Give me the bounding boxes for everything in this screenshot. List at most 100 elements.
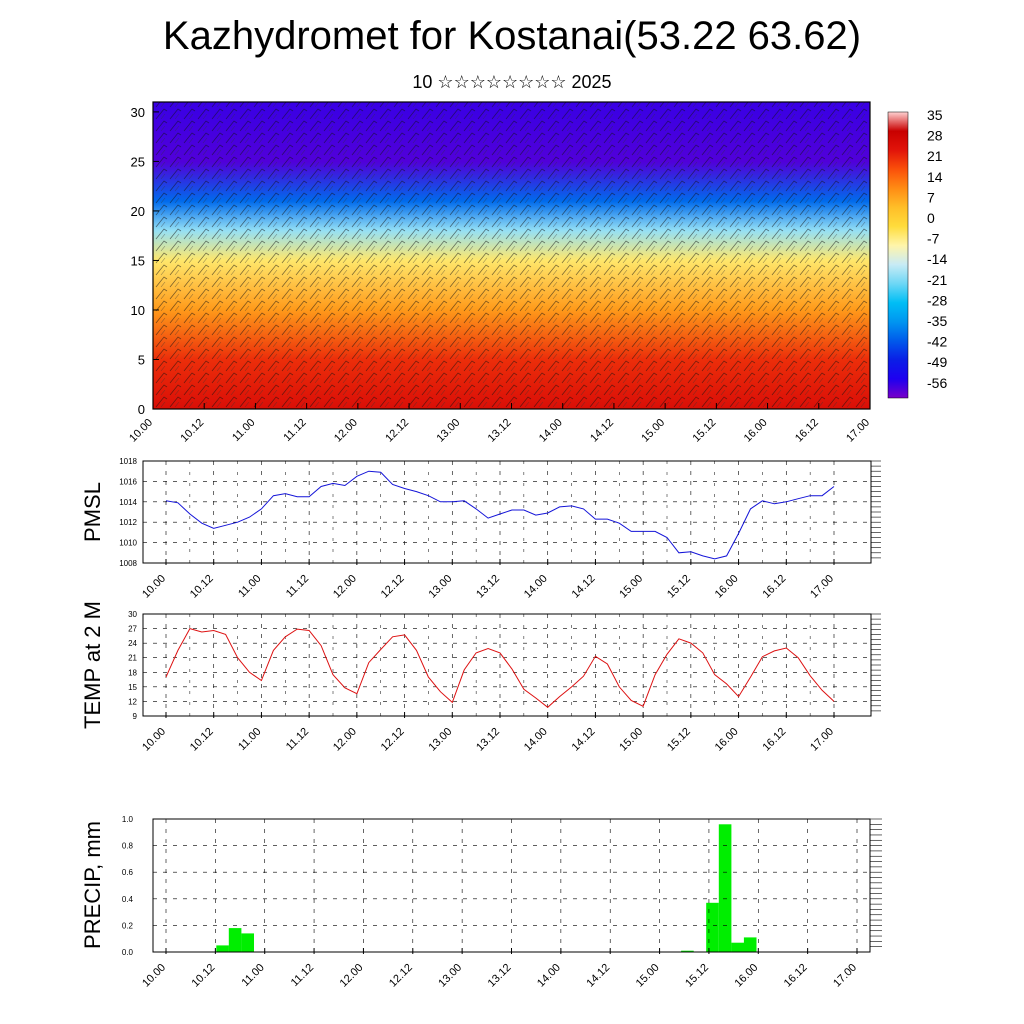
temp-x-tick-label: 11.12: [284, 726, 311, 753]
temp-y-tick-label: 18: [128, 668, 137, 677]
chart-subtitle: 10 ☆☆☆☆☆☆☆☆ 2025: [412, 72, 612, 92]
heatmap-x-tick-label: 11.00: [230, 417, 257, 444]
precip-bar: [718, 824, 732, 952]
pmsl-x-tick-label: 12.00: [331, 573, 359, 601]
pmsl-x-axis: 10.00 10.12 11.00 11.12 12.00 12.12 13.00 13.12…: [140, 559, 836, 601]
temp-x-tick-label: 15.12: [665, 726, 693, 754]
heatmap-x-tick-label: 14.00: [537, 417, 565, 445]
temp-x-tick-label: 14.12: [570, 726, 598, 754]
precip-y-tick-label: 0.8: [122, 842, 134, 851]
precip-x-tick-label: 12.12: [387, 962, 415, 990]
temp-grid: [143, 613, 881, 717]
temp-x-tick-label: 16.12: [760, 726, 788, 754]
precip-x-tick-label: 15.00: [634, 962, 662, 990]
pmsl-x-tick-label: 16.00: [713, 573, 741, 601]
pmsl-x-tick-label: 10.00: [140, 573, 168, 601]
colorbar-label: 28: [927, 128, 943, 144]
precip-x-tick-label: 12.00: [338, 962, 366, 990]
temp-x-tick-label: 13.12: [474, 726, 502, 754]
temp-y-tick-label: 12: [128, 697, 137, 706]
precip-y-tick-label: 0.0: [122, 948, 134, 957]
temp-series-line: [165, 628, 835, 708]
pmsl-y-tick-label: 1008: [119, 559, 137, 568]
heatmap-y-tick-label: 5: [138, 352, 145, 367]
precip-y-tick-label: 0.4: [122, 895, 134, 904]
precip-y-tick-label: 1.0: [122, 815, 134, 824]
temp-panel: 9 12 15 18 21 24 27 30 10.00 10.12 11.00 11.12 12.0…: [80, 601, 881, 754]
colorbar-label: -28: [927, 292, 947, 308]
precip-y-tick-label: 0.2: [122, 921, 134, 930]
colorbar-label: 14: [927, 169, 943, 185]
precip-x-tick-label: 16.12: [782, 962, 810, 990]
precip-bar: [241, 933, 254, 952]
heatmap-x-tick-label: 15.12: [691, 417, 719, 445]
pmsl-x-tick-label: 13.00: [426, 573, 454, 601]
heatmap-x-tick-label: 14.12: [588, 417, 616, 445]
pmsl-y-tick-label: 1012: [119, 518, 137, 527]
precip-x-tick-label: 10.12: [190, 962, 218, 990]
precip-x-tick-label: 16.00: [732, 962, 760, 990]
precip-x-axis: 10.00 10.12 11.00 11.12 12.00 12.12 13.00 13.12…: [140, 948, 859, 990]
heatmap-x-tick-label: 15.00: [639, 417, 667, 445]
temp-y-tick-label: 27: [128, 625, 137, 634]
heatmap-x-tick-label: 16.00: [742, 417, 770, 445]
precip-bar: [681, 950, 694, 952]
colorbar-label: -14: [927, 251, 947, 267]
precip-grid: [153, 818, 882, 953]
precip-bar: [228, 928, 242, 952]
temp-x-tick-label: 12.12: [379, 726, 407, 754]
colorbar-label: -49: [927, 354, 947, 370]
colorbar-label: 35: [927, 107, 943, 123]
heatmap-y-tick-label: 20: [131, 204, 145, 219]
temp-x-tick-label: 13.00: [426, 726, 454, 754]
temp-y-tick-label: 9: [133, 712, 138, 721]
temp-y-axis: 9 12 15 18 21 24 27 30: [128, 610, 137, 721]
precip-x-tick-label: 14.12: [584, 962, 612, 990]
pmsl-grid: [143, 460, 881, 564]
temp-y-tick-label: 21: [128, 654, 137, 663]
heatmap-x-tick-label: 12.12: [383, 417, 411, 445]
colorbar-labels: 35 28 21 14 7 0 -7 -14 -21 -28 -35 -42 -49 -56: [927, 107, 947, 391]
pmsl-x-tick-label: 11.12: [284, 573, 311, 600]
colorbar-scale: [887, 111, 909, 399]
pmsl-y-axis: 1008 1010 1012 1014 1016 1018: [119, 457, 137, 568]
heatmap-x-tick-label: 11.12: [281, 417, 308, 444]
colorbar-label: -7: [927, 231, 940, 247]
colorbar-label: 0: [927, 210, 935, 226]
colorbar-label: 21: [927, 148, 943, 164]
precip-x-tick-label: 17.00: [831, 962, 859, 990]
pmsl-y-tick-label: 1016: [119, 477, 137, 486]
temp-x-tick-label: 15.00: [617, 726, 645, 754]
pmsl-x-tick-label: 12.12: [379, 573, 407, 601]
precip-x-tick-label: 11.00: [239, 962, 266, 989]
precip-x-tick-label: 10.00: [140, 962, 168, 990]
heatmap-x-tick-label: 10.00: [127, 417, 155, 445]
precip-x-tick-label: 11.12: [289, 962, 316, 989]
heatmap-x-tick-label: 17.00: [844, 417, 872, 445]
heatmap-panel: 0 5 10 15 20 25 30 10.00 10.12 11.00 11.12 12.00 12…: [127, 101, 872, 445]
colorbar-label: 7: [927, 189, 935, 205]
pmsl-panel: 1008 1010 1012 1014 1016 1018 10.00 10.12 11.00…: [80, 457, 881, 601]
precip-y-tick-label: 0.6: [122, 868, 134, 877]
pmsl-x-tick-label: 15.12: [665, 573, 693, 601]
colorbar: 35 28 21 14 7 0 -7 -14 -21 -28 -35 -42 -49 -56: [887, 107, 947, 399]
pmsl-x-tick-label: 13.12: [474, 573, 502, 601]
temp-y-tick-label: 15: [128, 683, 137, 692]
heatmap-y-tick-label: 15: [131, 253, 145, 268]
heatmap-y-tick-label: 0: [138, 402, 145, 417]
pmsl-x-tick-label: 14.12: [570, 573, 598, 601]
heatmap-y-tick-label: 25: [131, 154, 145, 169]
pmsl-series-line: [165, 470, 835, 560]
pmsl-y-tick-label: 1014: [119, 498, 137, 507]
colorbar-label: -35: [927, 313, 947, 329]
pmsl-y-tick-label: 1018: [119, 457, 137, 466]
temp-x-tick-label: 11.00: [236, 726, 263, 753]
temp-x-axis: 10.00 10.12 11.00 11.12 12.00 12.12 13.00 13.12…: [140, 712, 836, 754]
temp-ylabel: TEMP at 2 M: [80, 601, 105, 729]
temp-x-tick-label: 10.12: [188, 726, 216, 754]
pmsl-x-tick-label: 10.12: [188, 573, 216, 601]
temp-frame: [142, 613, 872, 717]
temp-x-tick-label: 17.00: [808, 726, 836, 754]
heatmap-y-tick-label: 10: [131, 303, 145, 318]
temp-y-tick-label: 30: [128, 610, 137, 619]
